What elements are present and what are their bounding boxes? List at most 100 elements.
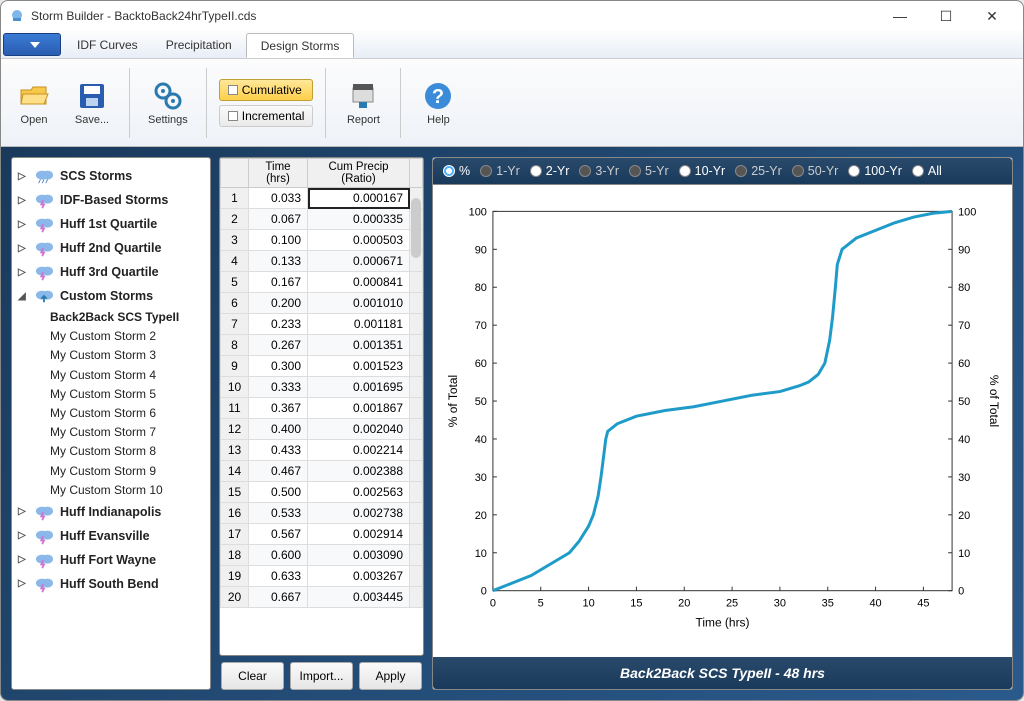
import-button[interactable]: Import...	[290, 662, 353, 690]
app-window: Storm Builder - BacktoBack24hrTypeII.cds…	[0, 0, 1024, 701]
svg-text:10: 10	[582, 598, 594, 610]
window-title: Storm Builder - BacktoBack24hrTypeII.cds	[31, 9, 877, 23]
app-icon	[9, 8, 25, 24]
table-row[interactable]: 170.5670.002914	[221, 524, 423, 545]
tree-group[interactable]: ▷Huff Fort Wayne	[14, 548, 208, 572]
svg-text:50: 50	[475, 396, 487, 408]
table-row[interactable]: 180.6000.003090	[221, 545, 423, 566]
scrollbar-thumb[interactable]	[411, 198, 421, 258]
tab-idf-curves[interactable]: IDF Curves	[63, 31, 152, 58]
svg-text:0: 0	[490, 598, 496, 610]
tree-item[interactable]: My Custom Storm 10	[50, 481, 208, 500]
tree-group[interactable]: ▷Huff South Bend	[14, 572, 208, 596]
table-row[interactable]: 150.5000.002563	[221, 482, 423, 503]
settings-icon	[152, 80, 184, 112]
radio-25-Yr[interactable]: 25-Yr	[735, 164, 782, 178]
radio-2-Yr[interactable]: 2-Yr	[530, 164, 570, 178]
table-row[interactable]: 110.3670.001867	[221, 398, 423, 419]
radio-50-Yr[interactable]: 50-Yr	[792, 164, 839, 178]
tree-group[interactable]: ▷Huff Indianapolis	[14, 500, 208, 524]
table-row[interactable]: 50.1670.000841	[221, 272, 423, 293]
col-time[interactable]: Time (hrs)	[249, 159, 308, 188]
radio-3-Yr[interactable]: 3-Yr	[579, 164, 619, 178]
chart-icon	[228, 111, 238, 121]
table-row[interactable]: 70.2330.001181	[221, 314, 423, 335]
tree-group[interactable]: ▷IDF-Based Storms	[14, 188, 208, 212]
clear-button[interactable]: Clear	[221, 662, 284, 690]
chart-icon	[228, 85, 238, 95]
menubar: IDF CurvesPrecipitationDesign Storms	[1, 31, 1023, 59]
chart-area[interactable]: 0010102020303040405050606070708080909010…	[433, 185, 1012, 657]
chart-panel: % 1-Yr 2-Yr 3-Yr 5-Yr 10-Yr 25-Yr 50-Yr 100-Yr Al…	[432, 157, 1013, 690]
apply-button[interactable]: Apply	[359, 662, 422, 690]
tree-item[interactable]: My Custom Storm 5	[50, 385, 208, 404]
data-table[interactable]: Time (hrs) Cum Precip (Ratio) 10.0330.00…	[220, 158, 423, 608]
table-row[interactable]: 30.1000.000503	[221, 230, 423, 251]
settings-button[interactable]: Settings	[142, 78, 194, 128]
svg-text:100: 100	[958, 206, 976, 218]
table-row[interactable]: 60.2000.001010	[221, 293, 423, 314]
tab-precipitation[interactable]: Precipitation	[152, 31, 246, 58]
tree-item[interactable]: Back2Back SCS TypeII	[50, 308, 208, 327]
svg-text:20: 20	[475, 510, 487, 522]
svg-text:70: 70	[475, 320, 487, 332]
table-row[interactable]: 20.0670.000335	[221, 209, 423, 230]
tab-design-storms[interactable]: Design Storms	[246, 33, 355, 58]
radio-1-Yr[interactable]: 1-Yr	[480, 164, 520, 178]
open-icon	[18, 80, 50, 112]
table-row[interactable]: 140.4670.002388	[221, 461, 423, 482]
table-row[interactable]: 160.5330.002738	[221, 503, 423, 524]
tree-item[interactable]: My Custom Storm 3	[50, 346, 208, 365]
tree-item[interactable]: My Custom Storm 8	[50, 442, 208, 461]
svg-text:30: 30	[475, 472, 487, 484]
maximize-button[interactable]: ☐	[923, 1, 969, 31]
cumulative-chart: 0010102020303040405050606070708080909010…	[443, 195, 1002, 647]
close-button[interactable]: ✕	[969, 1, 1015, 31]
tree-item[interactable]: My Custom Storm 2	[50, 327, 208, 346]
chart-title: Back2Back SCS TypeII - 48 hrs	[433, 657, 1012, 689]
save-button[interactable]: Save...	[67, 78, 117, 128]
table-row[interactable]: 40.1330.000671	[221, 251, 423, 272]
storm-tree[interactable]: ▷SCS Storms▷IDF-Based Storms▷Huff 1st Qu…	[12, 158, 210, 689]
svg-text:80: 80	[475, 282, 487, 294]
svg-text:100: 100	[469, 206, 487, 218]
col-cum[interactable]: Cum Precip (Ratio)	[308, 159, 410, 188]
report-button[interactable]: Report	[338, 78, 388, 128]
table-row[interactable]: 130.4330.002214	[221, 440, 423, 461]
table-row[interactable]: 100.3330.001695	[221, 377, 423, 398]
file-menu-button[interactable]	[3, 33, 61, 56]
svg-text:0: 0	[481, 586, 487, 598]
tree-item[interactable]: My Custom Storm 4	[50, 366, 208, 385]
open-button[interactable]: Open	[9, 78, 59, 128]
svg-text:25: 25	[726, 598, 738, 610]
table-row[interactable]: 80.2670.001351	[221, 335, 423, 356]
radio-pct[interactable]: %	[443, 164, 470, 178]
svg-text:40: 40	[958, 434, 970, 446]
svg-text:?: ?	[432, 86, 444, 108]
minimize-button[interactable]: —	[877, 1, 923, 31]
tree-item[interactable]: My Custom Storm 9	[50, 462, 208, 481]
tree-group[interactable]: ▷Huff Evansville	[14, 524, 208, 548]
table-row[interactable]: 200.6670.003445	[221, 587, 423, 608]
tree-group[interactable]: ▷Huff 2nd Quartile	[14, 236, 208, 260]
help-button[interactable]: ? Help	[413, 78, 463, 128]
table-row[interactable]: 90.3000.001523	[221, 356, 423, 377]
table-row[interactable]: 10.0330.000167	[221, 188, 423, 209]
tree-item[interactable]: My Custom Storm 6	[50, 404, 208, 423]
svg-text:60: 60	[958, 358, 970, 370]
cumulative-toggle[interactable]: Cumulative	[219, 79, 314, 101]
table-row[interactable]: 120.4000.002040	[221, 419, 423, 440]
tree-item[interactable]: My Custom Storm 7	[50, 423, 208, 442]
radio-5-Yr[interactable]: 5-Yr	[629, 164, 669, 178]
tree-group[interactable]: ▷Huff 3rd Quartile	[14, 260, 208, 284]
tree-group[interactable]: ◢Custom Storms	[14, 284, 208, 308]
radio-All[interactable]: All	[912, 164, 942, 178]
radio-10-Yr[interactable]: 10-Yr	[679, 164, 726, 178]
tree-group[interactable]: ▷Huff 1st Quartile	[14, 212, 208, 236]
tree-group[interactable]: ▷SCS Storms	[14, 164, 208, 188]
svg-text:70: 70	[958, 320, 970, 332]
incremental-toggle[interactable]: Incremental	[219, 105, 314, 127]
table-row[interactable]: 190.6330.003267	[221, 566, 423, 587]
radio-100-Yr[interactable]: 100-Yr	[848, 164, 902, 178]
svg-text:% of Total: % of Total	[987, 375, 1001, 427]
